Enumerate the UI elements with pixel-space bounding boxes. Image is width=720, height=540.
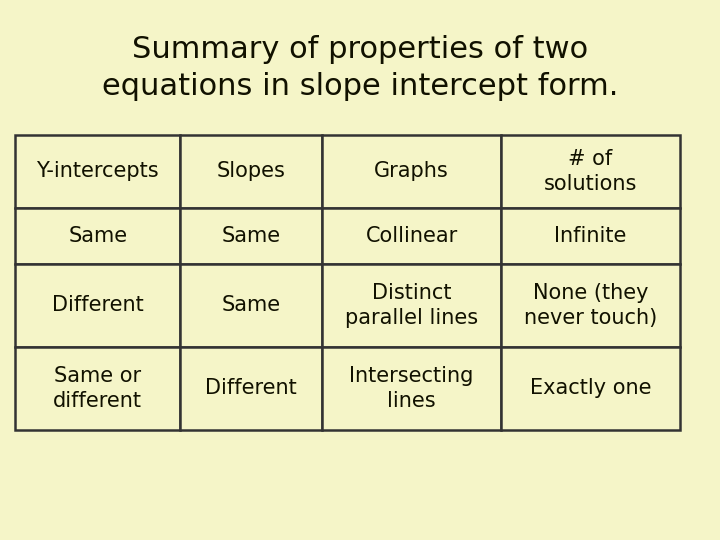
Bar: [181, 264, 322, 347]
Bar: [181, 135, 322, 208]
Text: Different: Different: [205, 379, 297, 399]
Bar: [15, 135, 181, 208]
Text: Distinct
parallel lines: Distinct parallel lines: [345, 283, 478, 328]
Bar: [15, 347, 181, 430]
Bar: [501, 264, 680, 347]
Text: Slopes: Slopes: [217, 161, 286, 181]
Bar: [322, 135, 501, 208]
Bar: [501, 135, 680, 208]
Text: None (they
never touch): None (they never touch): [524, 283, 657, 328]
Bar: [15, 264, 181, 347]
Text: Infinite: Infinite: [554, 226, 626, 246]
Bar: [181, 208, 322, 264]
Bar: [501, 347, 680, 430]
Text: Graphs: Graphs: [374, 161, 449, 181]
Text: Y-intercepts: Y-intercepts: [37, 161, 159, 181]
Text: # of
solutions: # of solutions: [544, 149, 637, 194]
Text: Same: Same: [222, 295, 281, 315]
Text: Same or
different: Same or different: [53, 366, 143, 411]
Text: Same: Same: [68, 226, 127, 246]
Bar: [15, 208, 181, 264]
Text: Different: Different: [52, 295, 143, 315]
Bar: [322, 264, 501, 347]
Text: Intersecting
lines: Intersecting lines: [349, 366, 474, 411]
Text: Exactly one: Exactly one: [530, 379, 652, 399]
Text: Collinear: Collinear: [366, 226, 458, 246]
Text: Same: Same: [222, 226, 281, 246]
Bar: [322, 208, 501, 264]
Bar: [501, 208, 680, 264]
Bar: [181, 347, 322, 430]
Text: Summary of properties of two
equations in slope intercept form.: Summary of properties of two equations i…: [102, 35, 618, 101]
Bar: [322, 347, 501, 430]
